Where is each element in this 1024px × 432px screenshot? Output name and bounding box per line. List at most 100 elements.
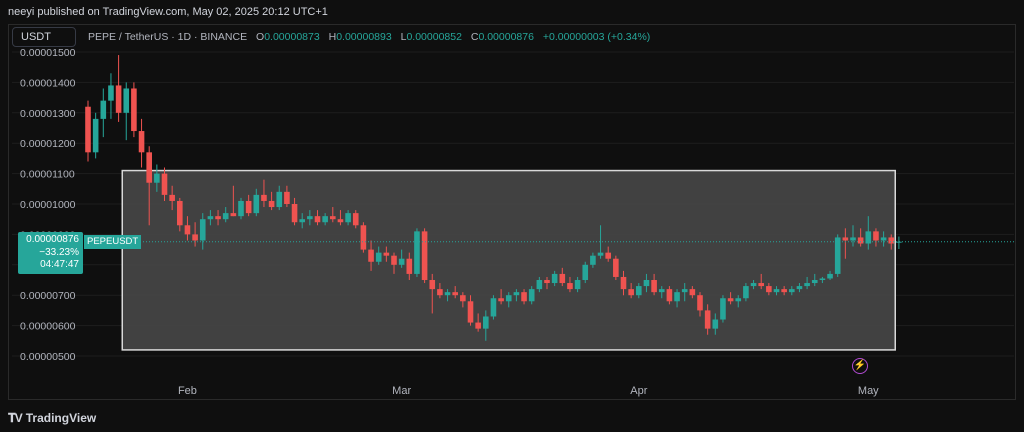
candle-body — [284, 191, 290, 204]
ohlc-legend: PEPE / TetherUS · 1D · BINANCE O0.000008… — [88, 31, 650, 43]
candle-body — [85, 106, 91, 153]
candle-body — [689, 289, 696, 296]
tradingview-logo[interactable]: 𝐓V TradingView — [8, 411, 96, 426]
candle-body — [360, 225, 367, 250]
candle-body — [138, 131, 145, 153]
candle-body — [452, 292, 458, 296]
candle-body — [199, 219, 206, 241]
candle-body — [773, 289, 780, 293]
symbol-title[interactable]: PEPE / TetherUS · 1D · BINANCE — [88, 31, 248, 43]
candle-body — [643, 280, 650, 287]
candle-body — [766, 286, 772, 293]
candle-body — [811, 280, 818, 284]
y-tick-label: 0.00001000 — [20, 199, 76, 211]
candle-body — [108, 85, 114, 101]
candle-body — [804, 283, 810, 287]
candle-body — [681, 289, 688, 293]
candle-body — [184, 225, 191, 235]
chart-frame — [8, 24, 1016, 400]
range-box — [121, 169, 896, 351]
y-tick-label: 0.00001200 — [20, 138, 76, 150]
candle-body — [299, 219, 305, 223]
candle-body — [674, 292, 680, 302]
candle-body — [834, 237, 841, 274]
candle-body — [880, 237, 887, 241]
flash-icon[interactable]: ⚡ — [852, 358, 868, 374]
candle-body — [421, 231, 428, 280]
candle-body — [628, 289, 634, 296]
candle-body — [391, 255, 397, 265]
candle-body — [215, 216, 221, 220]
candle-body — [307, 216, 313, 220]
high-label: H — [328, 31, 337, 43]
y-tick-label: 0.00001100 — [20, 169, 75, 181]
x-tick-label: Mar — [392, 385, 411, 397]
candle-body — [697, 295, 703, 311]
candle-body — [207, 216, 214, 220]
candle-body — [842, 237, 849, 241]
candle-body — [146, 152, 152, 183]
candle-body — [230, 213, 237, 217]
candle-body — [123, 88, 130, 113]
candle-body — [513, 292, 520, 296]
candle-body — [437, 289, 443, 296]
candle-body — [727, 298, 734, 302]
candle-body — [712, 319, 719, 329]
candle-body — [222, 213, 229, 220]
candle-body — [865, 231, 872, 244]
candle-body — [666, 289, 673, 302]
candle-body — [896, 241, 902, 243]
candle-body — [444, 292, 451, 296]
candle-body — [528, 289, 535, 302]
candle-body — [789, 289, 795, 293]
candle-body — [429, 280, 436, 290]
candle-body — [658, 289, 665, 293]
y-tick-label: 0.00000600 — [20, 321, 76, 333]
candle-body — [322, 216, 328, 223]
symbol-tag: PEPEUSDT — [84, 235, 142, 249]
candle-body — [827, 273, 833, 279]
currency-selector[interactable]: USDT — [12, 27, 76, 47]
candle-body — [605, 252, 611, 259]
candle-body — [651, 280, 657, 293]
candle-body — [100, 100, 107, 119]
candle-body — [536, 280, 543, 290]
candle-body — [276, 191, 283, 208]
candle-body — [620, 276, 627, 290]
candle-body — [253, 194, 260, 214]
candle-body — [92, 118, 99, 153]
candle-body — [406, 258, 413, 274]
candle-body — [169, 194, 175, 201]
candle-body — [551, 273, 558, 284]
publish-attribution: neeyi published on TradingView.com, May … — [8, 6, 328, 18]
candle-body — [483, 316, 489, 329]
candle-body — [490, 298, 497, 317]
candle-body — [192, 234, 198, 241]
candle-body — [735, 298, 742, 302]
candle-body — [613, 258, 619, 277]
candle-body — [383, 252, 390, 256]
candle-body — [888, 237, 895, 244]
candle-body — [414, 231, 420, 274]
x-tick-label: Apr — [630, 385, 647, 397]
candle-body — [475, 322, 481, 329]
y-tick-label: 0.00000700 — [20, 290, 76, 302]
candle-body — [758, 283, 764, 287]
candle-body — [567, 283, 573, 290]
candle-body — [720, 298, 726, 320]
candle-body — [245, 200, 252, 214]
candle-body — [291, 204, 298, 223]
y-tick-label: 0.00001500 — [20, 47, 76, 59]
candle-body — [498, 298, 504, 302]
y-tick-label: 0.00001400 — [20, 77, 76, 89]
candle-body — [177, 200, 183, 226]
candle-body — [574, 280, 581, 290]
bar-countdown: 04:47:47 — [40, 259, 79, 270]
candle-body — [368, 249, 374, 262]
candle-body — [268, 200, 275, 208]
candle-body — [467, 301, 474, 323]
tv-mark-icon: 𝐓V — [8, 411, 23, 425]
change-value: +0.00000003 (+0.34%) — [542, 31, 651, 43]
candle-body — [597, 252, 604, 256]
